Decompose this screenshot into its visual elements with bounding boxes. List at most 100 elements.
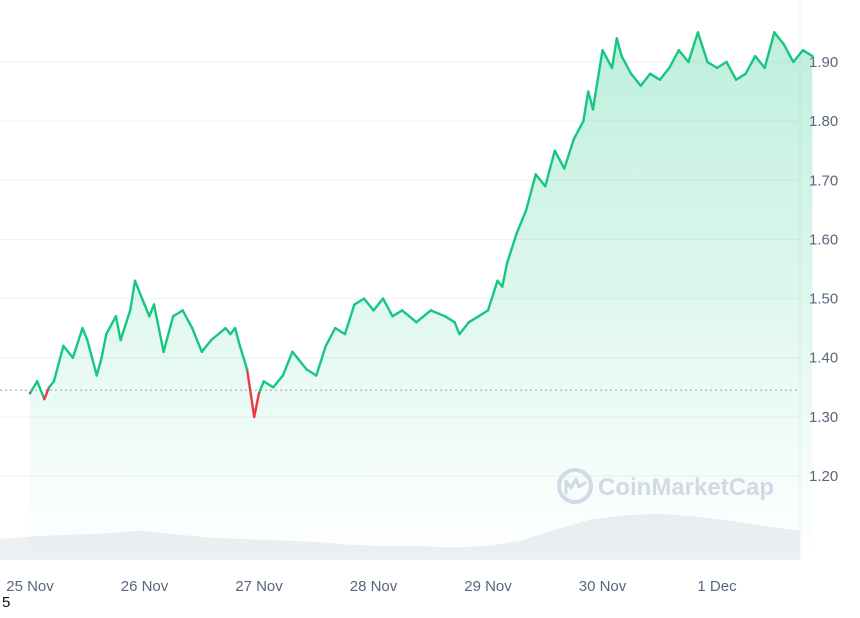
data-point: [291, 350, 294, 353]
price-segment: [210, 326, 227, 342]
price-segment: [257, 380, 265, 395]
data-point: [372, 309, 375, 312]
data-point: [458, 332, 461, 336]
data-point: [81, 326, 84, 330]
data-point: [171, 315, 175, 318]
price-segment: [553, 149, 566, 170]
price-segment: [572, 119, 585, 141]
y-tick-label: 1.60: [809, 231, 838, 248]
data-point: [200, 350, 203, 353]
data-point: [129, 309, 132, 312]
data-point: [587, 90, 590, 93]
data-point: [801, 49, 805, 52]
y-axis: 1.90 1.80 1.70 1.60 1.50 1.40 1.30 1.20: [809, 54, 838, 485]
data-point: [148, 315, 151, 318]
data-point: [687, 60, 690, 64]
data-point: [191, 326, 194, 330]
data-point: [563, 167, 566, 170]
data-point: [343, 332, 347, 336]
price-segment: [334, 326, 347, 336]
x-tick-label: 1 Dec: [697, 578, 737, 595]
data-point: [725, 60, 728, 64]
data-point: [496, 279, 499, 282]
price-segment: [28, 380, 39, 395]
y-tick-label: 1.50: [809, 291, 838, 308]
price-area: [30, 32, 813, 560]
price-segment: [773, 31, 785, 46]
price-segment: [152, 303, 165, 353]
data-point: [639, 84, 642, 87]
price-segment: [687, 31, 700, 64]
price-segment: [453, 321, 461, 336]
price-line: [28, 31, 814, 419]
y-tick-label: 1.70: [809, 172, 838, 189]
price-segment: [696, 31, 709, 64]
data-point: [415, 321, 418, 324]
price-segment: [477, 309, 490, 318]
price-segment: [525, 173, 537, 212]
data-point: [773, 31, 776, 34]
price-segment: [233, 326, 242, 348]
data-point: [353, 303, 356, 306]
data-point: [119, 338, 122, 342]
price-segment: [262, 380, 275, 389]
data-point: [601, 49, 604, 52]
x-tick-label: 30 Nov: [579, 578, 627, 595]
price-segment: [649, 72, 661, 81]
data-point: [572, 137, 576, 141]
price-segment: [238, 344, 249, 371]
price-segment: [296, 356, 308, 371]
data-point: [100, 356, 103, 359]
data-point: [114, 315, 118, 318]
data-point: [262, 380, 265, 383]
price-segment: [81, 326, 89, 342]
data-point: [754, 54, 757, 58]
stray-text: 5: [2, 594, 11, 611]
price-segment: [792, 49, 805, 64]
price-segment: [534, 173, 547, 188]
data-point: [143, 303, 146, 306]
data-point: [224, 326, 227, 330]
data-point: [152, 303, 156, 306]
price-segment: [782, 43, 795, 64]
data-point: [272, 386, 275, 389]
data-point: [296, 356, 299, 359]
price-segment: [801, 49, 814, 58]
data-point: [400, 309, 404, 312]
y-tick-label: 1.90: [809, 54, 838, 71]
price-segment: [754, 54, 766, 70]
data-point: [281, 374, 285, 377]
price-segment: [582, 90, 590, 123]
data-point: [534, 173, 537, 176]
data-point: [467, 321, 471, 324]
data-point: [62, 344, 65, 348]
price-segment: [415, 309, 432, 324]
price-segment: [544, 149, 556, 188]
data-point: [668, 66, 671, 70]
data-point: [210, 338, 213, 342]
price-segment: [224, 326, 232, 336]
data-point: [391, 315, 394, 318]
data-point: [181, 309, 184, 312]
data-point: [443, 315, 447, 318]
price-segment: [706, 60, 719, 70]
data-point: [501, 285, 504, 288]
data-point: [429, 309, 432, 312]
data-point: [706, 60, 709, 64]
data-point: [95, 374, 99, 377]
x-tick-label: 29 Nov: [464, 578, 512, 595]
data-point: [36, 380, 39, 383]
data-point: [744, 72, 747, 76]
price-segment: [245, 368, 256, 419]
price-segment: [36, 380, 46, 401]
price-segment: [324, 326, 337, 348]
data-point: [811, 54, 814, 58]
price-segment: [391, 309, 404, 318]
price-segment: [281, 350, 294, 377]
price-segment: [486, 279, 499, 312]
price-segment: [458, 321, 471, 336]
x-tick-label: 28 Nov: [350, 578, 398, 595]
price-segment: [668, 49, 680, 70]
data-point: [515, 232, 518, 235]
